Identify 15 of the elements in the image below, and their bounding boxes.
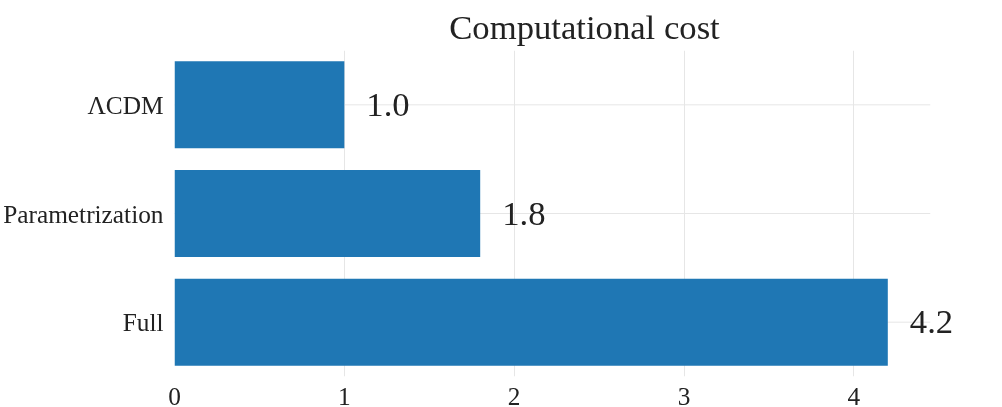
x-tick-label: 3	[677, 381, 691, 407]
x-tick-label: 0	[168, 381, 181, 407]
x-tick-label: 1	[338, 381, 351, 407]
y-tick-label: ΛCDM	[87, 90, 164, 119]
data-label: 4.2	[909, 302, 954, 341]
x-tick-label: 4	[847, 381, 861, 407]
y-tick-label: Full	[122, 308, 164, 337]
bar	[174, 61, 345, 149]
x-tick-label: 2	[507, 381, 521, 407]
bar	[174, 170, 481, 257]
data-label: 1.8	[502, 193, 546, 232]
y-tick-label: Parametrization	[3, 199, 164, 228]
data-label: 1.0	[366, 84, 410, 123]
chart-title: Computational cost	[449, 7, 721, 46]
bar	[174, 278, 888, 366]
